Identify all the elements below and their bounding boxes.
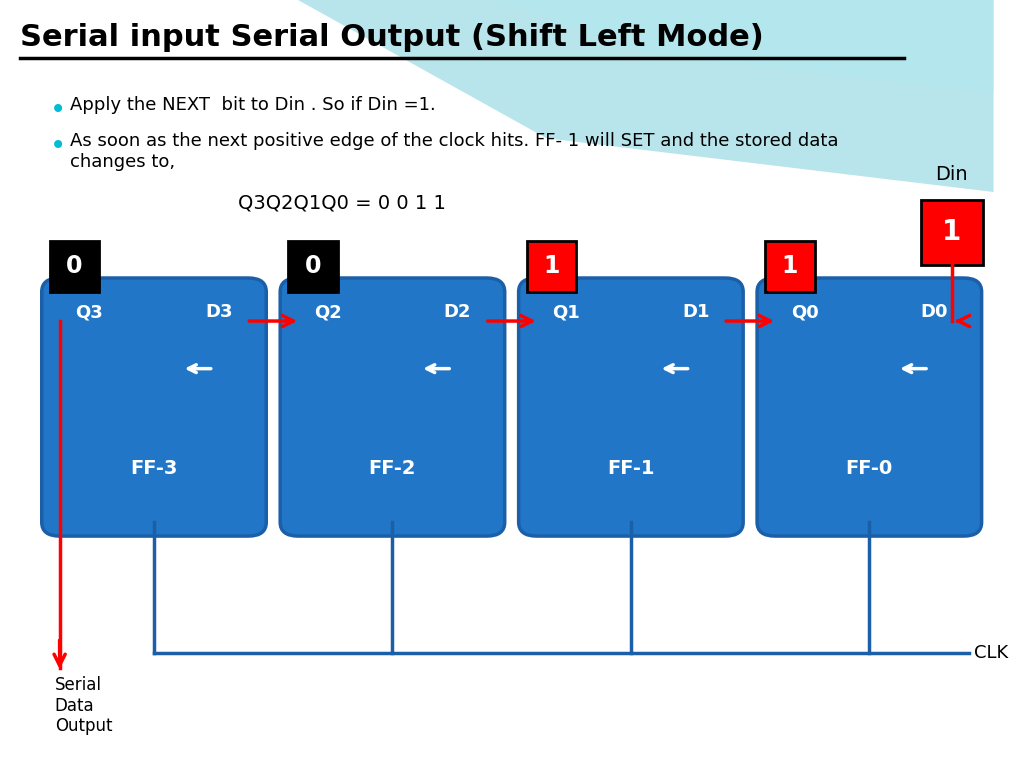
Text: CLK: CLK <box>974 644 1008 662</box>
Text: FF-1: FF-1 <box>607 459 654 478</box>
Text: Q3Q2Q1Q0 = 0 0 1 1: Q3Q2Q1Q0 = 0 0 1 1 <box>239 194 446 213</box>
Text: Q0: Q0 <box>791 303 818 321</box>
FancyBboxPatch shape <box>281 278 505 536</box>
FancyBboxPatch shape <box>765 241 815 292</box>
Text: As soon as the next positive edge of the clock hits. FF- 1 will SET and the stor: As soon as the next positive edge of the… <box>70 132 838 171</box>
Text: Apply the NEXT  bit to Din . So if Din =1.: Apply the NEXT bit to Din . So if Din =1… <box>70 96 435 114</box>
Text: Q3: Q3 <box>76 303 103 321</box>
Text: Q1: Q1 <box>552 303 581 321</box>
Text: 0: 0 <box>67 254 83 279</box>
Text: 1: 1 <box>543 254 559 279</box>
FancyBboxPatch shape <box>42 278 266 536</box>
FancyBboxPatch shape <box>757 278 982 536</box>
Text: •: • <box>50 96 66 124</box>
Text: FF-2: FF-2 <box>369 459 416 478</box>
Text: Q2: Q2 <box>314 303 342 321</box>
Text: FF-0: FF-0 <box>846 459 893 478</box>
Text: D1: D1 <box>682 303 710 321</box>
Text: D2: D2 <box>443 303 471 321</box>
Polygon shape <box>298 0 993 192</box>
Text: Serial input Serial Output (Shift Left Mode): Serial input Serial Output (Shift Left M… <box>19 23 764 52</box>
Text: FF-3: FF-3 <box>130 459 178 478</box>
FancyBboxPatch shape <box>50 241 99 292</box>
Text: 1: 1 <box>942 218 962 247</box>
Text: •: • <box>50 132 66 160</box>
FancyBboxPatch shape <box>518 278 743 536</box>
FancyBboxPatch shape <box>921 200 983 265</box>
Polygon shape <box>497 0 993 92</box>
Text: 0: 0 <box>305 254 322 279</box>
Text: 1: 1 <box>781 254 798 279</box>
FancyBboxPatch shape <box>288 241 338 292</box>
Text: Din: Din <box>936 165 968 184</box>
Text: D0: D0 <box>921 303 948 321</box>
FancyBboxPatch shape <box>526 241 577 292</box>
Text: Serial
Data
Output: Serial Data Output <box>54 676 113 736</box>
Text: D3: D3 <box>205 303 232 321</box>
